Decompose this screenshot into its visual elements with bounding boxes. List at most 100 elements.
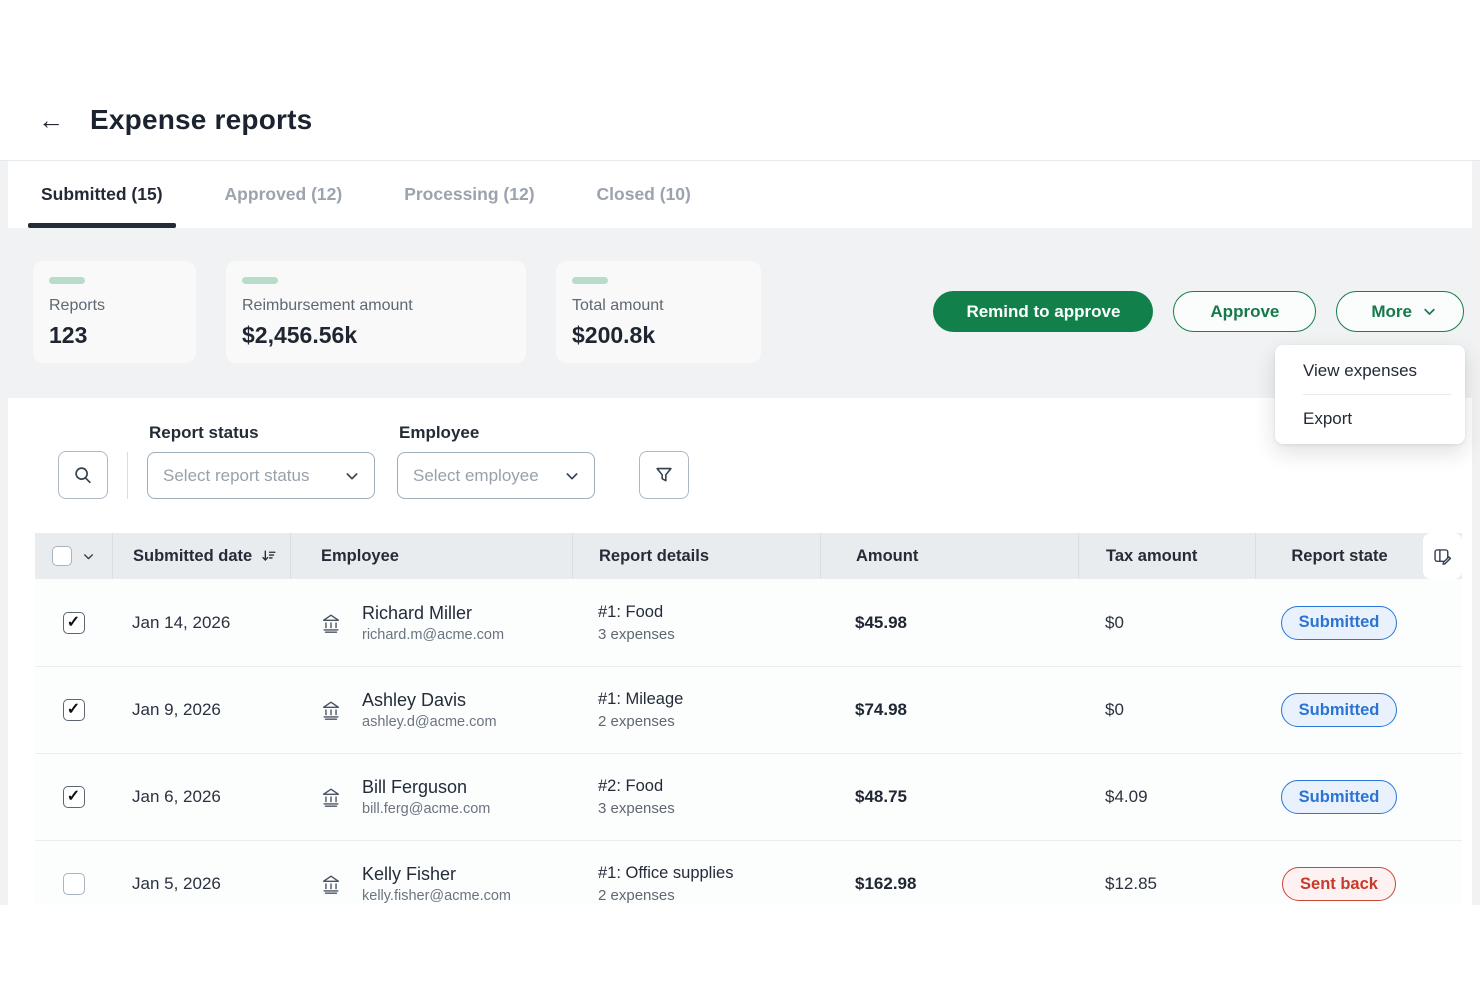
employee-select[interactable]: Select employee — [397, 452, 595, 499]
table-row[interactable]: Jan 9, 2026 Ashley Davis ashley.d@acme.c… — [35, 666, 1462, 753]
report-expense-count: 3 expenses — [598, 800, 675, 817]
tab-closed[interactable]: Closed (10) — [596, 184, 691, 204]
approve-button[interactable]: Approve — [1173, 291, 1317, 332]
bank-building-icon — [320, 786, 342, 808]
amount-cell: $48.75 — [855, 787, 907, 806]
table-row[interactable]: Jan 5, 2026 Kelly Fisher kelly.fisher@ac… — [35, 840, 1462, 905]
bank-building-icon — [320, 612, 342, 634]
select-all-checkbox[interactable] — [52, 546, 72, 566]
report-title: #1: Office supplies — [598, 864, 734, 882]
summary-section: Reports 123 Reimbursement amount $2,456.… — [0, 228, 1480, 444]
stat-value: $200.8k — [572, 322, 656, 348]
more-button[interactable]: More — [1336, 291, 1464, 332]
more-button-label: More — [1371, 301, 1412, 321]
submitted-date-cell: Jan 14, 2026 — [132, 612, 231, 632]
bank-building-icon — [320, 873, 342, 895]
tabs-strip: Submitted (15) Approved (12) Processing … — [0, 161, 1480, 228]
employee-filter-label: Employee — [399, 423, 480, 442]
menu-item-export[interactable]: Export — [1303, 408, 1353, 428]
stat-label: Reports — [49, 297, 106, 314]
employee-email: kelly.fisher@acme.com — [362, 888, 512, 904]
column-header-amount: Amount — [856, 546, 919, 565]
report-status-label: Report status — [149, 423, 259, 442]
table-row[interactable]: Jan 14, 2026 Richard Miller richard.m@ac… — [35, 579, 1462, 666]
back-arrow-icon: ← — [38, 105, 64, 135]
edit-columns-icon — [1434, 548, 1452, 565]
status-badge: Submitted — [1280, 605, 1398, 640]
chevron-down-icon[interactable] — [82, 550, 95, 563]
report-status-select[interactable]: Select report status — [147, 452, 375, 499]
sort-descending-icon[interactable] — [260, 548, 277, 565]
filter-funnel-icon — [656, 467, 672, 482]
chevron-down-icon — [346, 472, 358, 479]
tax-amount-cell: $12.85 — [1105, 874, 1157, 893]
report-status-placeholder: Select report status — [163, 465, 310, 485]
column-header-report-details: Report details — [599, 546, 710, 565]
table-row[interactable]: Jan 6, 2026 Bill Ferguson bill.ferg@acme… — [35, 753, 1462, 840]
expense-reports-table: Submitted date Employee Report details A… — [35, 533, 1462, 905]
tax-amount-cell: $4.09 — [1105, 787, 1148, 806]
stat-accent-bar — [572, 277, 608, 284]
column-header-employee: Employee — [321, 546, 399, 565]
search-icon — [75, 467, 91, 484]
submitted-date-cell: Jan 9, 2026 — [132, 700, 221, 719]
column-header-submitted-date: Submitted date — [133, 546, 253, 565]
report-title: #1: Food — [598, 602, 664, 621]
tab-processing[interactable]: Processing (12) — [404, 184, 535, 204]
report-expense-count: 2 expenses — [598, 887, 675, 904]
row-checkbox[interactable] — [62, 873, 85, 895]
amount-cell: $45.98 — [855, 612, 907, 632]
footer-space — [0, 905, 1480, 987]
filter-divider — [127, 452, 128, 499]
stat-accent-bar — [242, 277, 278, 284]
column-header-tax-amount: Tax amount — [1106, 546, 1198, 565]
employee-email: richard.m@acme.com — [362, 626, 505, 643]
edit-columns-button[interactable] — [1423, 533, 1462, 579]
more-dropdown-menu: View expenses Export — [1275, 345, 1465, 444]
chevron-down-icon — [1424, 308, 1435, 315]
submitted-date-cell: Jan 5, 2026 — [132, 874, 221, 893]
row-checkbox[interactable] — [62, 786, 85, 808]
status-badge: Submitted — [1280, 693, 1398, 727]
search-button[interactable] — [58, 451, 108, 499]
submitted-date-cell: Jan 6, 2026 — [132, 787, 221, 806]
filter-bar: Report status Select report status Emplo… — [58, 423, 1462, 499]
stat-label: Total amount — [572, 297, 664, 314]
amount-cell: $162.98 — [855, 874, 917, 893]
page-title: Expense reports — [90, 104, 313, 135]
employee-placeholder: Select employee — [413, 465, 539, 485]
stat-card-reports: Reports 123 — [33, 261, 196, 363]
column-header-report-state: Report state — [1291, 546, 1388, 565]
remind-to-approve-button[interactable]: Remind to approve — [933, 291, 1154, 332]
employee-name: Kelly Fisher — [362, 864, 457, 884]
stat-label: Reimbursement amount — [242, 297, 413, 314]
content-panel: Report status Select report status Emplo… — [8, 398, 1472, 905]
tax-amount-cell: $0 — [1105, 612, 1124, 632]
menu-divider — [1303, 394, 1451, 395]
employee-name: Bill Ferguson — [362, 777, 468, 797]
filter-button[interactable] — [639, 451, 689, 499]
chevron-down-icon — [566, 472, 578, 479]
status-badge: Submitted — [1280, 780, 1398, 814]
tab-approved[interactable]: Approved (12) — [224, 184, 343, 204]
back-button[interactable]: ← — [36, 105, 66, 135]
employee-email: bill.ferg@acme.com — [362, 801, 491, 817]
menu-item-view-expenses[interactable]: View expenses — [1303, 360, 1418, 380]
stat-value: $2,456.56k — [242, 322, 358, 348]
page-header: ← Expense reports — [0, 0, 1480, 161]
employee-name: Ashley Davis — [362, 690, 467, 710]
bank-building-icon — [320, 699, 342, 721]
amount-cell: $74.98 — [855, 700, 907, 719]
report-title: #1: Mileage — [598, 690, 684, 708]
employee-name: Richard Miller — [362, 602, 473, 623]
stat-card-total: Total amount $200.8k — [556, 261, 761, 363]
row-checkbox[interactable] — [62, 611, 85, 634]
report-expense-count: 2 expenses — [598, 713, 675, 730]
employee-email: ashley.d@acme.com — [362, 714, 497, 730]
report-expense-count: 3 expenses — [598, 625, 675, 643]
stat-card-reimbursement: Reimbursement amount $2,456.56k — [226, 261, 526, 363]
tab-submitted[interactable]: Submitted (15) — [10, 161, 194, 228]
row-checkbox[interactable] — [62, 699, 85, 721]
table-header-row: Submitted date Employee Report details A… — [35, 533, 1462, 579]
status-badge: Sent back — [1282, 867, 1396, 901]
